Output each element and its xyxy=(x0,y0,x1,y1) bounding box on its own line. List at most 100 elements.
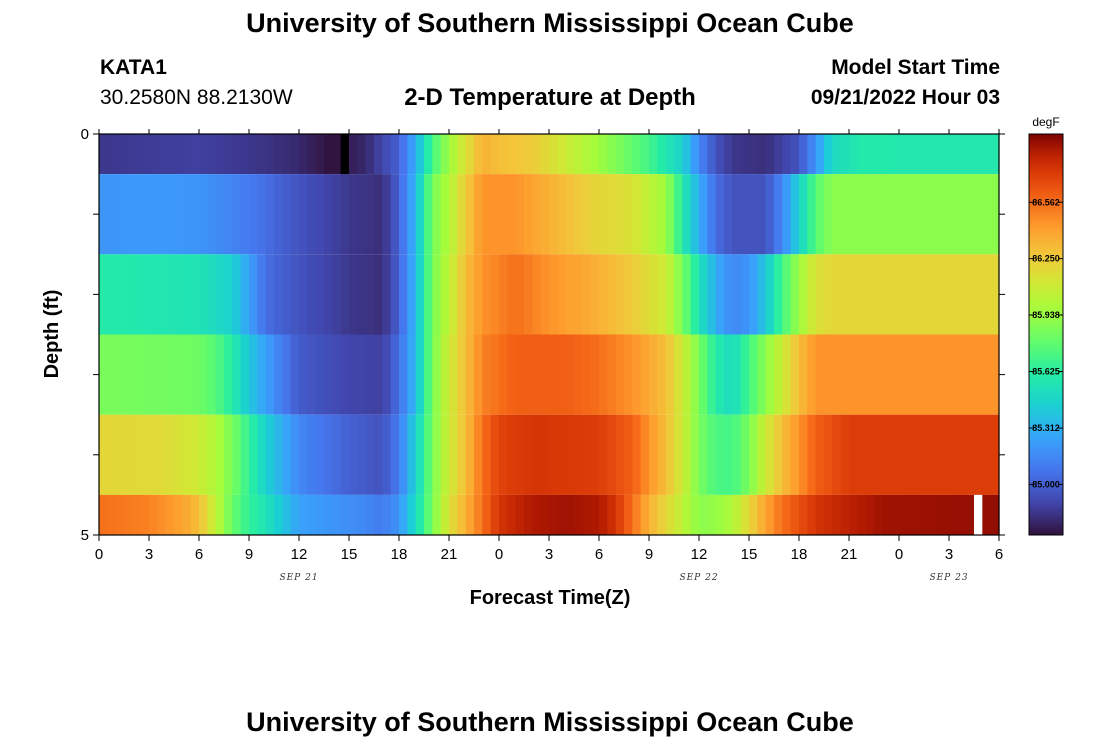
heatmap-cell xyxy=(665,334,675,415)
heatmap-cell xyxy=(324,414,333,495)
heatmap-cell xyxy=(574,174,583,255)
heatmap-cell xyxy=(324,174,333,255)
heatmap-cell xyxy=(882,414,892,495)
heatmap-cell xyxy=(815,254,825,335)
heatmap-cell xyxy=(907,174,917,255)
heatmap-cell xyxy=(649,174,658,255)
heatmap-cell xyxy=(549,134,558,175)
heatmap-cell xyxy=(982,414,992,495)
heatmap-cell xyxy=(724,494,733,535)
heatmap-cell xyxy=(574,334,583,415)
heatmap-cell xyxy=(857,414,867,495)
heatmap-cell xyxy=(107,174,117,255)
heatmap-cell xyxy=(332,254,342,335)
heatmap-cell xyxy=(607,254,617,335)
heatmap-cell xyxy=(115,254,125,335)
heatmap-cell xyxy=(399,334,408,415)
heatmap-cell xyxy=(699,334,708,415)
y-axis-label: Depth (ft) xyxy=(41,290,63,379)
heatmap-cell xyxy=(357,254,367,335)
heatmap-cell xyxy=(382,414,392,495)
heatmap-cell xyxy=(815,334,825,415)
heatmap-cell xyxy=(815,414,825,495)
heatmap-cell xyxy=(390,174,400,255)
heatmap-cell xyxy=(265,174,275,255)
heatmap-cell xyxy=(307,254,317,335)
heatmap-cell xyxy=(924,334,933,415)
heatmap-cell xyxy=(515,254,525,335)
heatmap-cell xyxy=(407,334,417,415)
heatmap-cell xyxy=(415,414,425,495)
heatmap-cell xyxy=(532,414,542,495)
colorbar-tick-label: 85.312 xyxy=(1032,423,1060,433)
heatmap-cell xyxy=(482,414,492,495)
x-tick-label: 18 xyxy=(791,546,808,563)
heatmap-cell xyxy=(865,174,875,255)
heatmap-cell xyxy=(224,414,233,495)
x-axis-label: Forecast Time(Z) xyxy=(470,587,631,609)
heatmap-cell xyxy=(857,254,867,335)
heatmap-cell xyxy=(815,134,825,175)
heatmap-cell xyxy=(699,254,708,335)
heatmap-cell xyxy=(140,174,150,255)
heatmap-cell xyxy=(140,334,150,415)
heatmap-cell xyxy=(957,254,967,335)
heatmap-cell xyxy=(640,494,650,535)
heatmap-cell xyxy=(982,174,992,255)
heatmap-cell xyxy=(507,334,517,415)
heatmap-cell xyxy=(665,174,675,255)
heatmap-cell xyxy=(807,254,817,335)
heatmap-cell xyxy=(382,254,392,335)
heatmap-cell xyxy=(624,414,633,495)
heatmap-cell xyxy=(682,494,692,535)
heatmap-cell xyxy=(690,414,700,495)
heatmap-cell xyxy=(740,414,750,495)
heatmap-cell xyxy=(990,494,1000,535)
heatmap-cell xyxy=(465,334,475,415)
heatmap-cell xyxy=(599,254,608,335)
heatmap-cell xyxy=(265,334,275,415)
heatmap-cell xyxy=(407,254,417,335)
heatmap-cell xyxy=(399,414,408,495)
heatmap-cell xyxy=(424,414,433,495)
heatmap-cell xyxy=(315,334,325,415)
heatmap-cell xyxy=(415,494,425,535)
heatmap-cell xyxy=(882,254,892,335)
heatmap-cell xyxy=(840,254,850,335)
heatmap-cell xyxy=(924,414,933,495)
heatmap-cell xyxy=(899,254,908,335)
heatmap-cell xyxy=(424,174,433,255)
heatmap-cell xyxy=(332,174,342,255)
heatmap-cell xyxy=(557,174,567,255)
heatmap-cell xyxy=(707,414,717,495)
heatmap-cell xyxy=(990,414,1000,495)
heatmap-cell xyxy=(840,334,850,415)
heatmap-cell xyxy=(757,134,767,175)
heatmap-cell xyxy=(257,494,267,535)
heatmap-cell xyxy=(507,174,517,255)
heatmap-cell xyxy=(224,494,233,535)
heatmap-cell xyxy=(757,334,767,415)
heatmap-cell xyxy=(582,254,592,335)
heatmap-cell xyxy=(915,494,925,535)
heatmap-cell xyxy=(824,334,833,415)
heatmap-cell xyxy=(457,414,467,495)
heatmap-cell xyxy=(207,414,217,495)
heatmap-cell xyxy=(449,414,458,495)
heatmap-cell xyxy=(615,494,625,535)
heatmap-cell xyxy=(390,494,400,535)
heatmap-cell xyxy=(607,334,617,415)
heatmap-cell xyxy=(690,494,700,535)
heatmap-cell xyxy=(240,134,250,175)
heatmap-cell xyxy=(524,134,533,175)
heatmap-cell xyxy=(924,254,933,335)
heatmap-cell xyxy=(340,334,350,415)
heatmap-cell xyxy=(590,174,600,255)
heatmap-cell xyxy=(899,134,908,175)
heatmap-cell xyxy=(107,134,117,175)
heatmap-cell xyxy=(699,174,708,255)
heatmap-cell xyxy=(782,334,792,415)
heatmap-cell xyxy=(957,334,967,415)
heatmap-cell xyxy=(724,414,733,495)
heatmap-cell xyxy=(415,334,425,415)
